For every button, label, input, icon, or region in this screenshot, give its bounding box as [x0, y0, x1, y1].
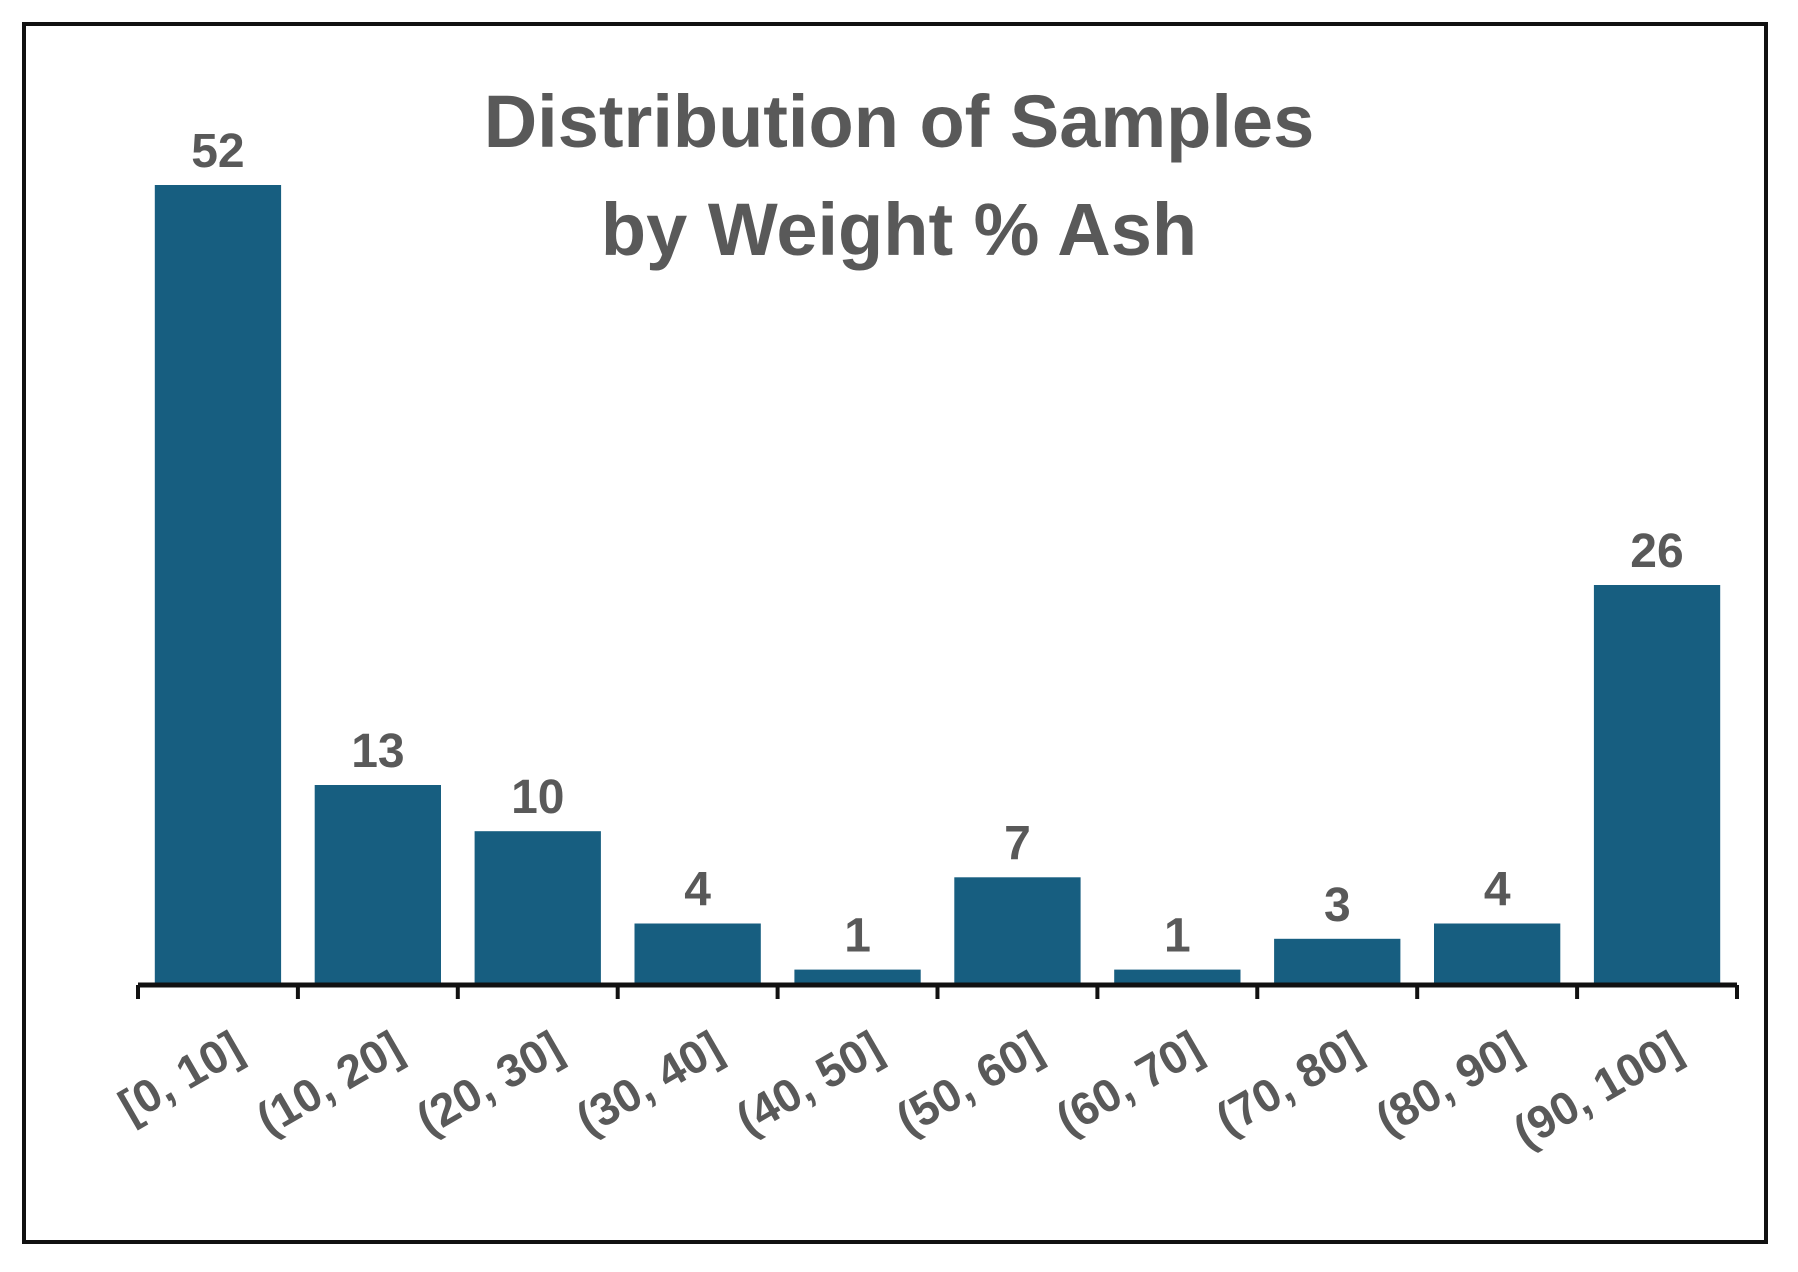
bar-7 [1274, 938, 1401, 985]
value-label-2: 10 [511, 771, 564, 824]
value-label-4: 1 [844, 910, 871, 963]
category-label-5: (50, 60] [887, 1021, 1050, 1145]
value-label-1: 13 [351, 725, 404, 778]
value-label-5: 7 [1004, 817, 1031, 870]
bar-4 [794, 969, 921, 985]
category-labels-group: [0, 10](10, 20](20, 30](30, 40](40, 50](… [110, 1021, 1690, 1158]
x-axis [136, 982, 1739, 999]
bar-8 [1434, 923, 1561, 985]
category-label-7: (70, 80] [1207, 1021, 1370, 1145]
chart-title-line-2: by Weight % Ash [600, 188, 1198, 271]
bars-group [154, 185, 1721, 985]
value-label-6: 1 [1164, 910, 1191, 963]
bar-6 [1114, 969, 1241, 985]
category-label-0: [0, 10] [110, 1021, 251, 1133]
value-label-9: 26 [1630, 525, 1683, 578]
value-label-0: 52 [191, 125, 244, 178]
value-label-8: 4 [1484, 864, 1511, 917]
category-label-8: (80, 90] [1367, 1021, 1530, 1145]
category-label-6: (60, 70] [1047, 1021, 1210, 1145]
bar-5 [954, 877, 1081, 985]
chart-title-line-1: Distribution of Samples [483, 80, 1315, 163]
bar-3 [634, 923, 761, 985]
bar-0 [154, 185, 282, 985]
chart-title: Distribution of Samples by Weight % Ash [0, 68, 1798, 284]
bar-1 [314, 785, 441, 985]
category-label-9: (90, 100] [1505, 1021, 1690, 1158]
chart-frame [22, 22, 1768, 1244]
value-label-3: 4 [684, 864, 711, 917]
bar-2 [474, 831, 601, 985]
category-label-3: (30, 40] [567, 1021, 730, 1145]
bar-9 [1593, 585, 1721, 985]
category-label-4: (40, 50] [727, 1021, 890, 1145]
category-label-1: (10, 20] [248, 1021, 411, 1145]
value-label-7: 3 [1324, 879, 1351, 932]
category-label-2: (20, 30] [408, 1021, 571, 1145]
